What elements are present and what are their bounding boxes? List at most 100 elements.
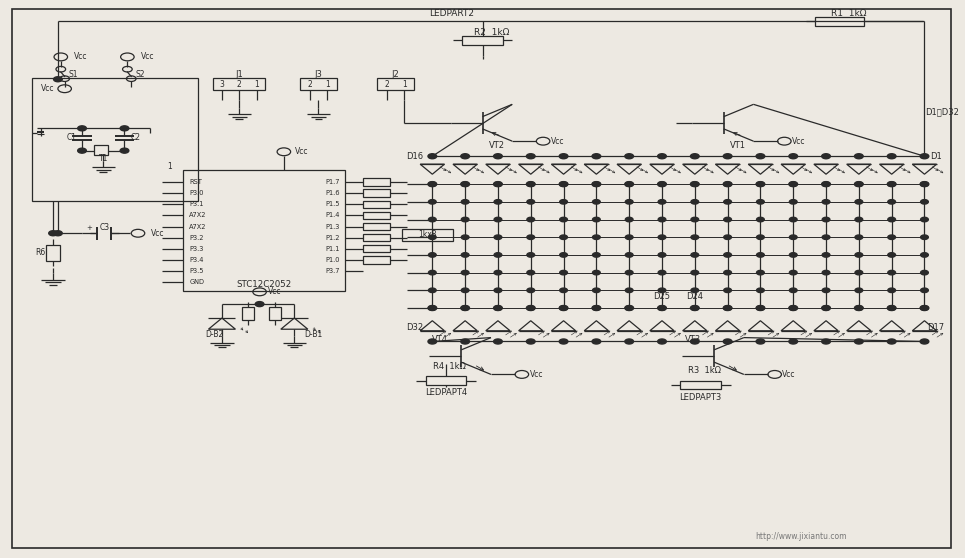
Circle shape bbox=[921, 235, 928, 239]
Bar bbox=[363, 246, 390, 252]
Circle shape bbox=[593, 339, 600, 344]
Text: VT3: VT3 bbox=[685, 335, 701, 344]
Text: S1: S1 bbox=[69, 70, 78, 79]
Text: R3  1kΩ: R3 1kΩ bbox=[688, 366, 721, 375]
Circle shape bbox=[855, 306, 864, 311]
Circle shape bbox=[527, 253, 535, 257]
Circle shape bbox=[461, 235, 469, 239]
Text: D-B1: D-B1 bbox=[305, 330, 322, 339]
Text: J2: J2 bbox=[392, 70, 400, 79]
Circle shape bbox=[593, 288, 600, 292]
Circle shape bbox=[120, 148, 128, 153]
Circle shape bbox=[461, 306, 469, 311]
Bar bbox=[32, 78, 198, 201]
Circle shape bbox=[593, 306, 600, 310]
Text: C3: C3 bbox=[99, 223, 109, 232]
Circle shape bbox=[789, 200, 797, 204]
Circle shape bbox=[822, 271, 830, 275]
Text: Vcc: Vcc bbox=[41, 84, 54, 93]
Circle shape bbox=[48, 231, 58, 236]
Text: Vcc: Vcc bbox=[74, 52, 88, 61]
Circle shape bbox=[625, 153, 633, 159]
Circle shape bbox=[593, 271, 600, 275]
Circle shape bbox=[855, 181, 864, 187]
Bar bbox=[269, 307, 281, 320]
Circle shape bbox=[822, 181, 830, 187]
Circle shape bbox=[789, 253, 797, 257]
Text: P1.2: P1.2 bbox=[325, 235, 340, 240]
Circle shape bbox=[560, 339, 567, 344]
Circle shape bbox=[658, 253, 666, 257]
Circle shape bbox=[724, 253, 731, 257]
Circle shape bbox=[625, 271, 633, 275]
Circle shape bbox=[461, 339, 469, 344]
Text: Vcc: Vcc bbox=[151, 229, 164, 238]
Circle shape bbox=[757, 306, 764, 311]
Circle shape bbox=[757, 235, 764, 239]
Circle shape bbox=[527, 306, 535, 310]
Circle shape bbox=[593, 306, 600, 311]
Text: Vcc: Vcc bbox=[294, 147, 308, 156]
Circle shape bbox=[527, 288, 535, 292]
Circle shape bbox=[690, 339, 699, 344]
Circle shape bbox=[690, 306, 699, 311]
Bar bbox=[363, 234, 390, 241]
Text: LEDPAPT4: LEDPAPT4 bbox=[425, 388, 467, 397]
Text: VT2: VT2 bbox=[489, 141, 505, 150]
Text: Vcc: Vcc bbox=[792, 137, 806, 146]
Circle shape bbox=[428, 182, 436, 186]
Text: R6: R6 bbox=[36, 248, 45, 257]
Circle shape bbox=[593, 235, 600, 239]
Circle shape bbox=[428, 153, 436, 159]
Circle shape bbox=[921, 182, 928, 186]
Text: 1: 1 bbox=[402, 80, 406, 89]
Text: 2: 2 bbox=[237, 80, 241, 89]
Circle shape bbox=[920, 153, 928, 159]
Circle shape bbox=[428, 181, 436, 187]
Circle shape bbox=[527, 339, 535, 344]
Circle shape bbox=[658, 217, 666, 222]
Circle shape bbox=[888, 153, 896, 159]
Circle shape bbox=[724, 271, 731, 275]
Bar bbox=[402, 229, 453, 241]
Circle shape bbox=[625, 306, 633, 310]
Text: P3.2: P3.2 bbox=[189, 235, 204, 240]
Bar bbox=[213, 78, 265, 90]
Circle shape bbox=[428, 200, 436, 204]
Text: P1.7: P1.7 bbox=[325, 179, 340, 185]
Circle shape bbox=[724, 306, 731, 310]
Circle shape bbox=[724, 339, 731, 344]
Circle shape bbox=[560, 271, 567, 275]
Text: P1.4: P1.4 bbox=[325, 213, 340, 218]
Text: P1.5: P1.5 bbox=[325, 201, 340, 207]
Circle shape bbox=[888, 182, 896, 186]
Circle shape bbox=[855, 200, 863, 204]
Circle shape bbox=[921, 253, 928, 257]
Bar bbox=[377, 78, 414, 90]
Circle shape bbox=[527, 200, 535, 204]
Circle shape bbox=[593, 253, 600, 257]
Text: 1kx8: 1kx8 bbox=[418, 230, 437, 239]
Circle shape bbox=[593, 181, 600, 187]
Circle shape bbox=[53, 76, 62, 82]
Circle shape bbox=[494, 271, 502, 275]
Text: LEDPART2: LEDPART2 bbox=[429, 9, 474, 18]
Circle shape bbox=[77, 126, 87, 131]
Circle shape bbox=[888, 306, 896, 311]
Text: A7X2: A7X2 bbox=[189, 213, 207, 218]
Circle shape bbox=[855, 306, 863, 310]
Circle shape bbox=[120, 126, 128, 131]
Circle shape bbox=[789, 182, 797, 186]
Circle shape bbox=[691, 306, 699, 310]
Circle shape bbox=[921, 271, 928, 275]
Circle shape bbox=[461, 271, 469, 275]
Circle shape bbox=[855, 271, 863, 275]
Circle shape bbox=[921, 288, 928, 292]
Circle shape bbox=[888, 339, 896, 344]
Circle shape bbox=[428, 306, 436, 311]
Text: Vcc: Vcc bbox=[530, 370, 543, 379]
Circle shape bbox=[527, 306, 535, 311]
Text: D16: D16 bbox=[406, 152, 424, 161]
Circle shape bbox=[789, 306, 797, 310]
Circle shape bbox=[855, 153, 864, 159]
